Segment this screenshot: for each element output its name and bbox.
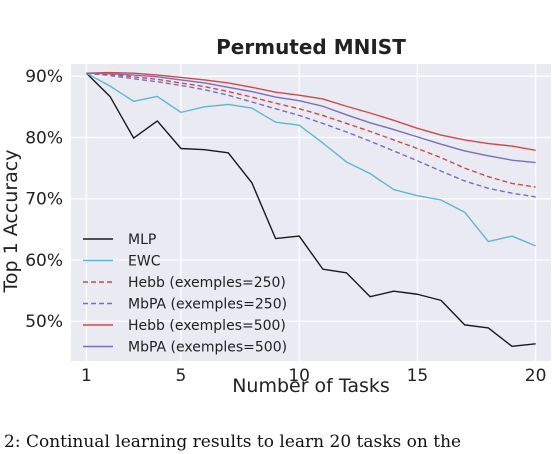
- legend-label: EWC: [128, 254, 161, 270]
- line-chart: Permuted MNIST 1 5 10 15 20 50%60%70%80%90% …: [0, 35, 551, 397]
- series-line: [85, 72, 536, 348]
- legend-label: MbPA (exemples=250): [128, 297, 287, 313]
- legend-label: Hebb (exemples=500): [128, 318, 286, 334]
- grid-lines: [71, 64, 551, 361]
- y-tick-label: 60%: [25, 251, 63, 271]
- legend: MLP EWC Hebb (exemples=250) MbPA (exemples=…: [83, 232, 287, 356]
- y-tick-label: 90%: [25, 67, 63, 87]
- figure-caption: 2: Continual learning results to learn 2…: [4, 432, 462, 452]
- chart-title: Permuted MNIST: [216, 35, 406, 59]
- x-tick-label: 10: [288, 366, 310, 386]
- x-axis-ticks: 1 5 10 15 20: [81, 366, 546, 386]
- y-axis-ticks: 50% 60% 70% 80% 90%: [25, 67, 63, 332]
- y-axis-title: Top 1 Accuracy: [0, 150, 22, 294]
- y-tick-label: 70%: [25, 190, 63, 210]
- series-line: [86, 72, 536, 247]
- series-line: [86, 72, 536, 188]
- x-tick-label: 20: [525, 366, 547, 386]
- legend-label: MLP: [128, 232, 156, 248]
- legend-label: MbPA (exemples=500): [128, 340, 287, 356]
- x-tick-label: 15: [407, 366, 429, 386]
- series-line: [86, 72, 536, 164]
- legend-label: Hebb (exemples=250): [128, 275, 286, 291]
- series-line: [86, 72, 536, 198]
- series-line: [86, 71, 536, 152]
- y-tick-label: 80%: [25, 128, 63, 148]
- series-layer: [85, 71, 536, 348]
- x-axis-title: Number of Tasks: [232, 375, 390, 397]
- x-tick-label: 5: [176, 366, 187, 386]
- y-tick-label: 50%: [25, 312, 63, 332]
- plot-area: [71, 64, 551, 361]
- x-tick-label: 1: [81, 366, 92, 386]
